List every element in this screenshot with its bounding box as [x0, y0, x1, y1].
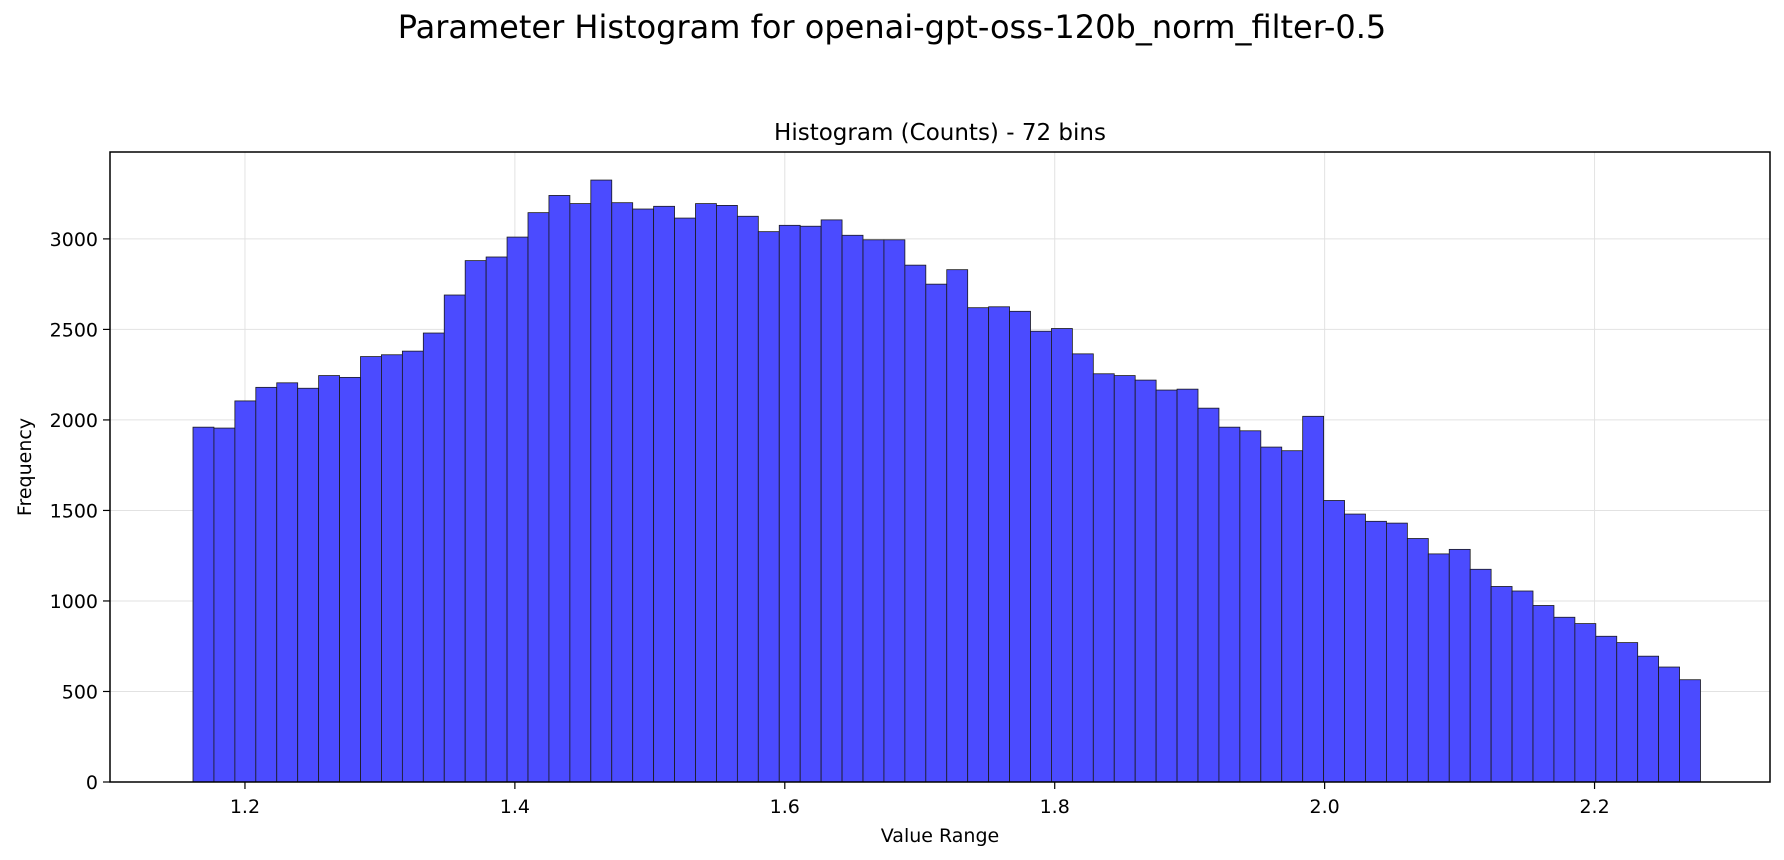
- x-tick-label: 1.6: [770, 796, 800, 818]
- x-axis-title: Value Range: [881, 825, 999, 847]
- histogram-bar: [674, 217, 696, 783]
- x-tick-label: 2.0: [1310, 796, 1340, 818]
- histogram-bar: [1386, 522, 1408, 783]
- histogram-bar: [799, 225, 822, 783]
- histogram-bar: [360, 356, 382, 783]
- histogram-bar: [1553, 616, 1576, 783]
- histogram-bar: [967, 307, 990, 783]
- x-tick-label: 2.2: [1579, 796, 1609, 818]
- histogram-bar: [946, 269, 969, 783]
- histogram-bar: [736, 215, 759, 783]
- histogram-bar: [318, 375, 340, 783]
- histogram-bar: [1051, 328, 1073, 783]
- y-tick-label: 500: [62, 681, 98, 703]
- histogram-bar: [443, 294, 466, 783]
- y-tick-label: 0: [86, 772, 98, 794]
- y-tick-label: 1000: [50, 591, 98, 613]
- histogram-bars: [192, 179, 1701, 783]
- histogram-bar: [255, 386, 278, 783]
- histogram-bar: [883, 239, 906, 783]
- histogram-bar: [401, 350, 424, 783]
- y-tick-label: 1500: [50, 500, 98, 522]
- figure-suptitle: Parameter Histogram for openai-gpt-oss-1…: [397, 8, 1387, 46]
- histogram-bar: [1616, 642, 1639, 783]
- histogram-bar: [1030, 330, 1052, 783]
- histogram-bar: [485, 256, 508, 783]
- histogram-bar: [1176, 388, 1199, 783]
- plot-frame: [109, 151, 1771, 783]
- histogram-bar: [1113, 375, 1136, 783]
- histogram-bar: [1344, 513, 1366, 783]
- y-axis-title: Frequency: [14, 418, 36, 516]
- histogram-bar: [695, 203, 717, 783]
- histogram-bar: [1092, 373, 1115, 783]
- histogram-bar: [569, 203, 592, 783]
- histogram-bar: [1134, 379, 1157, 783]
- histogram-bar: [1469, 568, 1492, 783]
- histogram-bar: [841, 234, 864, 783]
- histogram-bar: [590, 179, 613, 783]
- y-tick-label: 2000: [50, 410, 98, 432]
- histogram-bar: [1197, 407, 1220, 783]
- histogram-bar: [988, 306, 1010, 783]
- histogram-bar: [297, 387, 320, 783]
- histogram-bar: [1427, 553, 1450, 783]
- histogram-bar: [1532, 605, 1555, 783]
- histogram-bar: [716, 205, 738, 783]
- x-tick-label: 1.8: [1040, 796, 1070, 818]
- y-tick-label: 3000: [50, 229, 98, 251]
- histogram-bar: [213, 427, 236, 783]
- histogram-bar: [506, 236, 529, 783]
- histogram-bar: [904, 264, 927, 783]
- histogram-bar: [527, 212, 550, 783]
- histogram-bar: [1155, 389, 1178, 783]
- histogram-bar: [464, 260, 487, 783]
- histogram-bar: [778, 224, 801, 783]
- histogram-bar: [1637, 655, 1660, 783]
- histogram-bar: [1323, 500, 1345, 783]
- histogram-bar: [1448, 548, 1471, 783]
- histogram-bar: [1679, 679, 1701, 783]
- histogram-bar: [192, 426, 215, 783]
- histogram-bar: [1365, 520, 1387, 783]
- x-tick-label: 1.2: [230, 796, 260, 818]
- histogram-bar: [632, 208, 655, 783]
- histogram-bar: [611, 202, 634, 783]
- chart-title: Histogram (Counts) - 72 bins: [774, 120, 1106, 146]
- histogram-bar: [422, 332, 445, 783]
- histogram-bar: [1574, 623, 1597, 783]
- histogram-bar: [653, 205, 675, 783]
- histogram-bar: [757, 231, 780, 783]
- histogram-bar: [234, 400, 257, 783]
- histogram-bar: [1260, 446, 1283, 783]
- histogram-bar: [548, 195, 571, 783]
- histogram-bar: [1281, 450, 1304, 783]
- histogram-bar: [381, 354, 403, 783]
- axis-ticks: 1.2 1.4 1.6 1.8 2.0 2.2 0 500 1000 1500 2000 2500 30…: [50, 229, 1610, 818]
- histogram-bar: [1071, 353, 1094, 783]
- histogram-bar: [925, 283, 948, 783]
- x-tick-label: 1.4: [500, 796, 530, 818]
- histogram-bar: [1406, 538, 1429, 783]
- histogram-bar: [276, 382, 299, 783]
- histogram-bar: [862, 239, 885, 783]
- histogram-bar: [339, 376, 361, 783]
- histogram-bar: [1009, 310, 1031, 783]
- histogram-bar: [1511, 590, 1534, 783]
- histogram-bar: [1490, 586, 1513, 783]
- histogram-bar: [1302, 415, 1325, 783]
- y-tick-label: 2500: [50, 319, 98, 341]
- histogram-bar: [1218, 426, 1241, 783]
- histogram-bar: [820, 219, 843, 783]
- histogram-bar: [1595, 635, 1618, 783]
- histogram-bar: [1239, 430, 1262, 783]
- histogram-bar: [1658, 666, 1680, 783]
